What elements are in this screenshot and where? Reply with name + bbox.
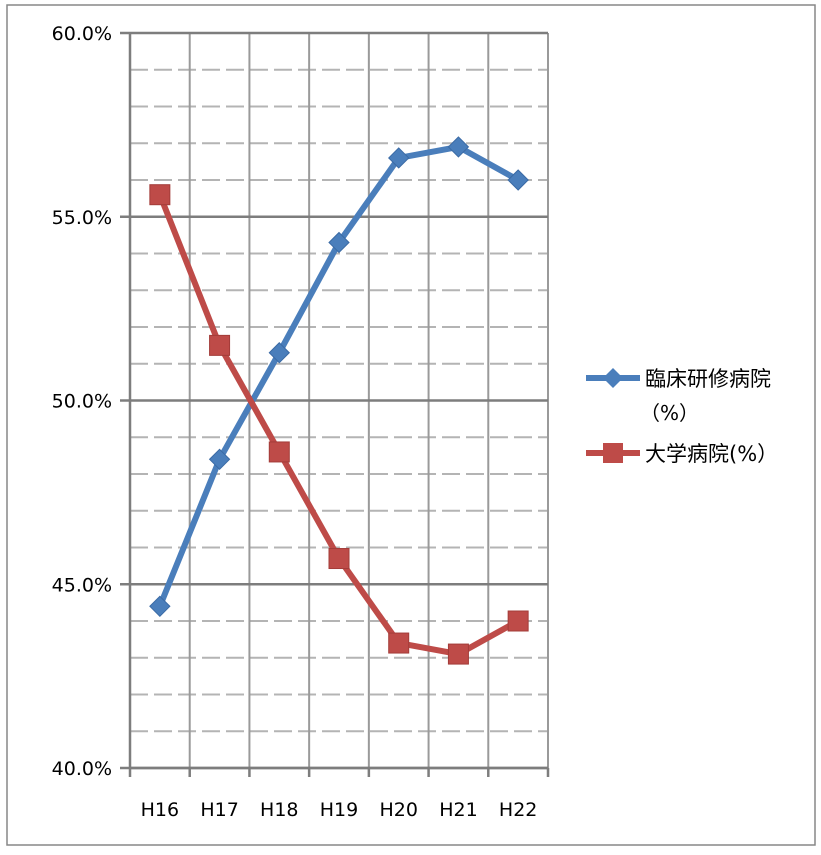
data-point — [208, 448, 231, 471]
y-tick-label: 40.0% — [52, 758, 112, 780]
legend-label: 大学病院(%） — [645, 442, 778, 466]
y-tick-label: 45.0% — [52, 574, 112, 596]
data-point — [268, 342, 290, 364]
data-point — [149, 184, 171, 206]
series-lines — [149, 136, 529, 665]
x-tick-label: H18 — [260, 799, 298, 821]
data-point — [388, 147, 410, 169]
data-point — [507, 610, 529, 632]
data-point — [149, 595, 171, 618]
legend-entry-1: 大学病院(%） — [586, 442, 778, 466]
data-point — [447, 136, 470, 158]
legend-label-suffix: （%） — [640, 401, 699, 425]
x-tick-label: H19 — [320, 799, 358, 821]
legend-label: 臨床研修病院 — [645, 367, 771, 391]
data-point — [268, 441, 290, 463]
data-point — [328, 231, 350, 254]
x-tick-label: H21 — [439, 799, 477, 821]
data-point — [209, 334, 231, 356]
series-0 — [149, 136, 529, 618]
x-tick-label: H22 — [499, 799, 537, 821]
data-point — [507, 169, 529, 191]
x-tick-label: H16 — [141, 799, 179, 821]
legend: 臨床研修病院 （%） 大学病院(%） — [586, 367, 778, 466]
legend-marker — [603, 443, 623, 463]
series-1 — [149, 184, 529, 665]
y-tick-label: 55.0% — [52, 207, 112, 229]
data-point — [388, 632, 410, 654]
y-tick-label: 60.0% — [52, 23, 112, 45]
x-tick-label: H20 — [379, 799, 417, 821]
axes: 40.0% 45.0% 50.0% 55.0% 60.0% H16 H17 H18 H19 H20… — [52, 23, 550, 821]
data-point — [328, 548, 350, 570]
y-tick-label: 50.0% — [52, 391, 112, 413]
x-tick-label: H17 — [200, 799, 238, 821]
chart-border — [6, 4, 816, 846]
legend-entry-0: 臨床研修病院 （%） — [586, 367, 771, 425]
legend-marker — [603, 368, 623, 388]
data-point — [447, 643, 469, 665]
